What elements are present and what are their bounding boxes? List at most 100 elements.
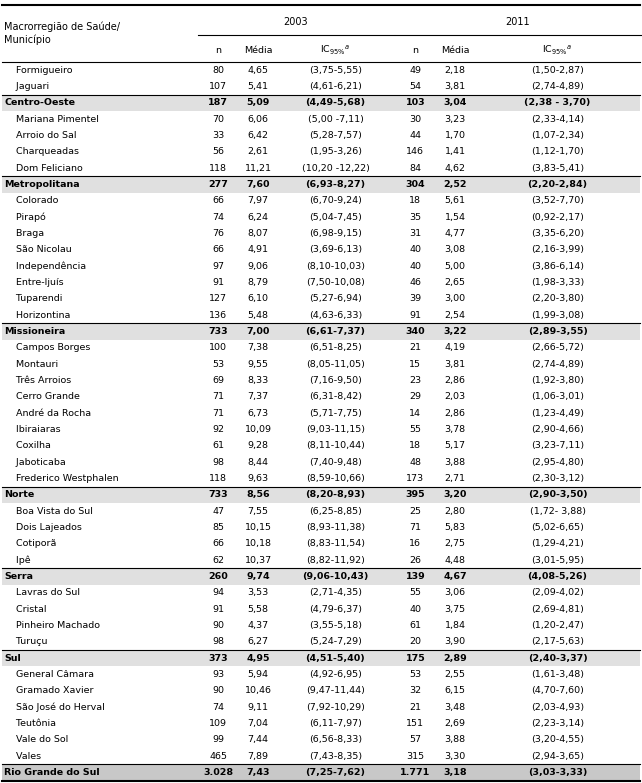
Text: 3,88: 3,88 <box>445 457 465 467</box>
Text: General Câmara: General Câmara <box>4 670 94 679</box>
Text: (2,74-4,89): (2,74-4,89) <box>531 82 584 91</box>
Text: 61: 61 <box>213 442 224 450</box>
Text: 373: 373 <box>209 654 228 662</box>
Text: 6,27: 6,27 <box>248 637 268 646</box>
Text: 175: 175 <box>406 654 425 662</box>
Text: Vale do Sol: Vale do Sol <box>4 735 69 745</box>
Text: 61: 61 <box>410 621 421 630</box>
Text: (1,29-4,21): (1,29-4,21) <box>531 539 584 548</box>
Text: 21: 21 <box>410 343 421 352</box>
Text: 100: 100 <box>209 343 227 352</box>
Text: (10,20 -12,22): (10,20 -12,22) <box>302 164 369 172</box>
Text: 6,73: 6,73 <box>248 409 268 417</box>
Text: Macrorregião de Saúde/
Município: Macrorregião de Saúde/ Município <box>4 22 121 45</box>
Text: 47: 47 <box>213 507 224 515</box>
Text: (1,99-3,08): (1,99-3,08) <box>531 311 584 319</box>
Text: (1,61-3,48): (1,61-3,48) <box>531 670 584 679</box>
Text: Turuçu: Turuçu <box>4 637 48 646</box>
Text: (6,93-8,27): (6,93-8,27) <box>306 180 365 189</box>
Text: 7,44: 7,44 <box>248 735 268 745</box>
Text: 1.771: 1.771 <box>400 768 431 777</box>
Text: Média: Média <box>244 45 272 55</box>
Text: (8,93-11,38): (8,93-11,38) <box>306 523 365 532</box>
Text: Mariana Pimentel: Mariana Pimentel <box>4 114 100 124</box>
Text: 94: 94 <box>213 588 224 597</box>
Text: 3,22: 3,22 <box>444 327 467 336</box>
Text: 16: 16 <box>410 539 421 548</box>
Text: (4,49-5,68): (4,49-5,68) <box>306 98 365 107</box>
Text: 3,04: 3,04 <box>444 98 467 107</box>
Text: Vales: Vales <box>4 752 42 760</box>
Text: (2,71-4,35): (2,71-4,35) <box>309 588 362 597</box>
Text: (3,03-3,33): (3,03-3,33) <box>528 768 587 777</box>
Text: (3,20-4,55): (3,20-4,55) <box>531 735 584 745</box>
Text: 10,37: 10,37 <box>245 556 272 565</box>
Text: 733: 733 <box>209 327 228 336</box>
Text: 139: 139 <box>406 572 425 581</box>
Text: 10,46: 10,46 <box>245 687 272 695</box>
Text: 3,23: 3,23 <box>444 114 466 124</box>
Text: (7,50-10,08): (7,50-10,08) <box>306 278 365 287</box>
Text: (7,43-8,35): (7,43-8,35) <box>309 752 362 760</box>
Text: (8,83-11,54): (8,83-11,54) <box>306 539 365 548</box>
Text: 3,08: 3,08 <box>445 245 465 254</box>
Text: Jaboticaba: Jaboticaba <box>4 457 66 467</box>
Text: 9,06: 9,06 <box>248 262 268 271</box>
Text: (1,06-3,01): (1,06-3,01) <box>531 392 584 401</box>
Text: (2,23-3,14): (2,23-3,14) <box>531 719 584 728</box>
Text: Entre-Ijuís: Entre-Ijuís <box>4 278 64 287</box>
Text: Lavras do Sul: Lavras do Sul <box>4 588 80 597</box>
Text: Norte: Norte <box>4 490 35 500</box>
Text: 277: 277 <box>209 180 228 189</box>
Text: (6,11-7,97): (6,11-7,97) <box>309 719 362 728</box>
Text: (3,86-6,14): (3,86-6,14) <box>531 262 584 271</box>
Text: (1,50-2,87): (1,50-2,87) <box>531 66 584 74</box>
Text: 1,84: 1,84 <box>445 621 465 630</box>
Text: (2,89-3,55): (2,89-3,55) <box>528 327 587 336</box>
Text: 3,30: 3,30 <box>444 752 466 760</box>
Text: 2,89: 2,89 <box>444 654 467 662</box>
Text: 340: 340 <box>406 327 425 336</box>
Text: 66: 66 <box>213 197 224 205</box>
Text: 8,07: 8,07 <box>248 229 268 238</box>
Text: Montauri: Montauri <box>4 359 58 369</box>
Text: 30: 30 <box>410 114 421 124</box>
Text: 5,58: 5,58 <box>248 604 268 614</box>
Text: (4,63-6,33): (4,63-6,33) <box>309 311 362 319</box>
Text: 53: 53 <box>213 359 224 369</box>
Text: 40: 40 <box>410 245 421 254</box>
Text: Sul: Sul <box>4 654 21 662</box>
Text: 40: 40 <box>410 262 421 271</box>
Text: 39: 39 <box>410 294 421 303</box>
Text: 3,20: 3,20 <box>444 490 467 500</box>
Text: 74: 74 <box>213 212 224 222</box>
Text: 8,33: 8,33 <box>247 376 269 385</box>
Text: 10,09: 10,09 <box>245 425 272 434</box>
Text: (4,70-7,60): (4,70-7,60) <box>531 687 584 695</box>
Text: 85: 85 <box>213 523 224 532</box>
Text: 6,15: 6,15 <box>445 687 465 695</box>
Text: (2,17-5,63): (2,17-5,63) <box>531 637 584 646</box>
Text: 91: 91 <box>213 278 224 287</box>
Text: 46: 46 <box>410 278 421 287</box>
Text: (9,06-10,43): (9,06-10,43) <box>302 572 369 581</box>
Text: (6,31-8,42): (6,31-8,42) <box>309 392 362 401</box>
Text: 48: 48 <box>410 457 421 467</box>
Text: 49: 49 <box>410 66 421 74</box>
Text: 3,81: 3,81 <box>445 359 465 369</box>
Text: (2,95-4,80): (2,95-4,80) <box>531 457 584 467</box>
Text: 56: 56 <box>213 147 224 156</box>
Text: Cotiporã: Cotiporã <box>4 539 57 548</box>
Text: 6,10: 6,10 <box>248 294 268 303</box>
Text: 7,55: 7,55 <box>248 507 268 515</box>
Text: 2,86: 2,86 <box>445 409 465 417</box>
Text: 1,41: 1,41 <box>445 147 465 156</box>
Text: 99: 99 <box>213 735 224 745</box>
Text: 5,94: 5,94 <box>248 670 268 679</box>
Text: (2,30-3,12): (2,30-3,12) <box>531 474 584 483</box>
Text: 35: 35 <box>410 212 421 222</box>
Text: (3,55-5,18): (3,55-5,18) <box>309 621 362 630</box>
Text: 5,61: 5,61 <box>445 197 465 205</box>
Text: 91: 91 <box>410 311 421 319</box>
Text: 2,54: 2,54 <box>445 311 465 319</box>
